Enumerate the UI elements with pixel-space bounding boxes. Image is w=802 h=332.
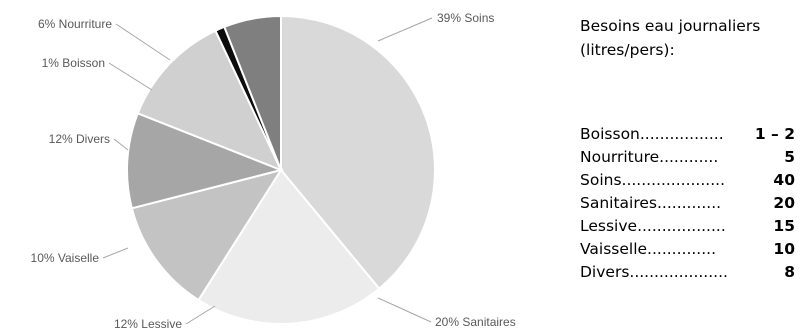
water-needs-row: Soins..................... 40 xyxy=(580,169,795,192)
pie-slice-vaiselle xyxy=(125,112,285,210)
water-needs-item-label: Lessive.................. xyxy=(580,217,726,235)
water-needs-item-label: Vaisselle.............. xyxy=(580,240,717,258)
slice-label-vaiselle: 10% Vaiselle xyxy=(31,251,100,265)
slice-label-nourriture: 6% Nourriture xyxy=(38,17,112,31)
pie-slice-divers xyxy=(136,29,283,172)
water-needs-item-label: Soins..................... xyxy=(580,171,725,189)
pie-slice-lessive xyxy=(130,168,284,302)
pie-chart: 39% Soins 20% Sanitaires 12% Lessive 10% Va… xyxy=(31,11,516,331)
water-needs-row: Vaisselle.............. 10 xyxy=(580,238,795,261)
water-needs-item-label: Sanitaires............. xyxy=(580,194,722,212)
leader-line xyxy=(377,17,433,42)
water-needs-item-label: Boisson................. xyxy=(580,125,724,143)
water-needs-item-value: 1 – 2 xyxy=(754,125,795,143)
slice-label-divers: 12% Divers xyxy=(49,132,110,146)
slice-label-soins: 39% Soins xyxy=(437,11,494,25)
water-needs-panel: Besoins eau journaliers (litres/pers): B… xyxy=(580,14,795,281)
slice-label-sanitaires: 20% Sanitaires xyxy=(435,315,516,329)
pie-slice-nourriture xyxy=(223,14,282,171)
pie-slice-soins xyxy=(280,14,436,291)
water-needs-row: Divers.................... 8 xyxy=(580,261,795,284)
leader-line xyxy=(115,23,171,61)
water-needs-item-label: Divers.................... xyxy=(580,263,728,281)
leader-line xyxy=(108,62,153,91)
leader-line xyxy=(113,138,129,151)
water-needs-table: Boisson................. 1 – 2 Nourriture.… xyxy=(580,123,795,284)
water-needs-row: Boisson................. 1 – 2 xyxy=(580,123,795,146)
water-needs-title: Besoins eau journaliers (litres/pers): xyxy=(580,17,761,59)
water-needs-row: Lessive.................. 15 xyxy=(580,215,795,238)
water-needs-row: Sanitaires............. 20 xyxy=(580,192,795,215)
water-needs-item-value: 8 xyxy=(784,263,795,281)
leader-line xyxy=(102,247,129,259)
pie-slice-sanitaires xyxy=(197,168,381,325)
pie-slices xyxy=(125,14,436,325)
slice-label-lessive: 12% Lessive xyxy=(114,317,182,331)
water-needs-row: Nourriture............ 5 xyxy=(580,146,795,169)
water-needs-item-value: 20 xyxy=(773,194,795,212)
slice-label-boisson: 1% Boisson xyxy=(42,56,105,70)
water-needs-item-label: Nourriture............ xyxy=(580,148,719,166)
water-needs-item-value: 15 xyxy=(773,217,795,235)
pie-labels: 39% Soins 20% Sanitaires 12% Lessive 10% Va… xyxy=(31,11,516,331)
leader-line xyxy=(185,305,216,325)
leader-line xyxy=(377,297,432,323)
water-needs-item-value: 5 xyxy=(784,148,795,166)
water-needs-item-value: 40 xyxy=(773,171,795,189)
water-needs-item-value: 10 xyxy=(773,240,795,258)
